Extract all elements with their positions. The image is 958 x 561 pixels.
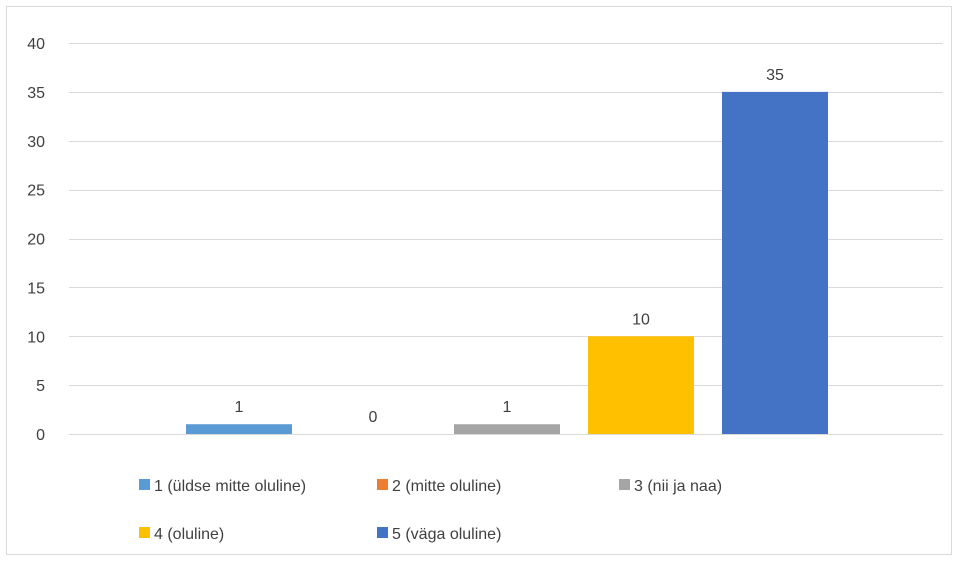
chart-frame: 0 5 10 15 20 25 30 35 40 1 0 1 10 35 1 (üldse mitte … xyxy=(6,6,952,555)
bar xyxy=(722,91,828,434)
bars xyxy=(186,91,828,434)
y-tick-label: 0 xyxy=(36,427,45,444)
legend-swatch xyxy=(139,527,150,538)
bar xyxy=(186,424,292,434)
legend-swatch xyxy=(139,479,150,490)
bar xyxy=(454,424,560,434)
data-label: 10 xyxy=(632,311,650,328)
legend-label: 4 (oluline) xyxy=(154,526,224,543)
legend-label: 3 (nii ja naa) xyxy=(634,478,722,495)
y-tick-label: 20 xyxy=(27,232,45,249)
y-tick-label: 15 xyxy=(27,280,45,297)
legend-label: 1 (üldse mitte oluline) xyxy=(154,478,306,495)
legend-swatch xyxy=(377,479,388,490)
legend-swatch xyxy=(619,479,630,490)
data-label: 1 xyxy=(503,399,512,416)
y-axis-ticks: 0 5 10 15 20 25 30 35 40 xyxy=(27,36,45,444)
legend-label: 5 (väga oluline) xyxy=(392,526,501,543)
y-tick-label: 25 xyxy=(27,183,45,200)
y-tick-label: 40 xyxy=(27,36,45,53)
y-tick-label: 5 xyxy=(36,378,45,395)
gridlines xyxy=(69,43,943,435)
legend-swatch xyxy=(377,527,388,538)
y-tick-label: 30 xyxy=(27,134,45,151)
bar xyxy=(588,336,694,434)
y-tick-label: 35 xyxy=(27,85,45,102)
data-label: 0 xyxy=(369,409,378,426)
legend-label: 2 (mitte oluline) xyxy=(392,478,501,495)
data-label: 35 xyxy=(766,67,784,84)
data-label: 1 xyxy=(235,399,244,416)
legend: 1 (üldse mitte oluline) 2 (mitte oluline)… xyxy=(139,478,722,543)
y-tick-label: 10 xyxy=(27,329,45,346)
